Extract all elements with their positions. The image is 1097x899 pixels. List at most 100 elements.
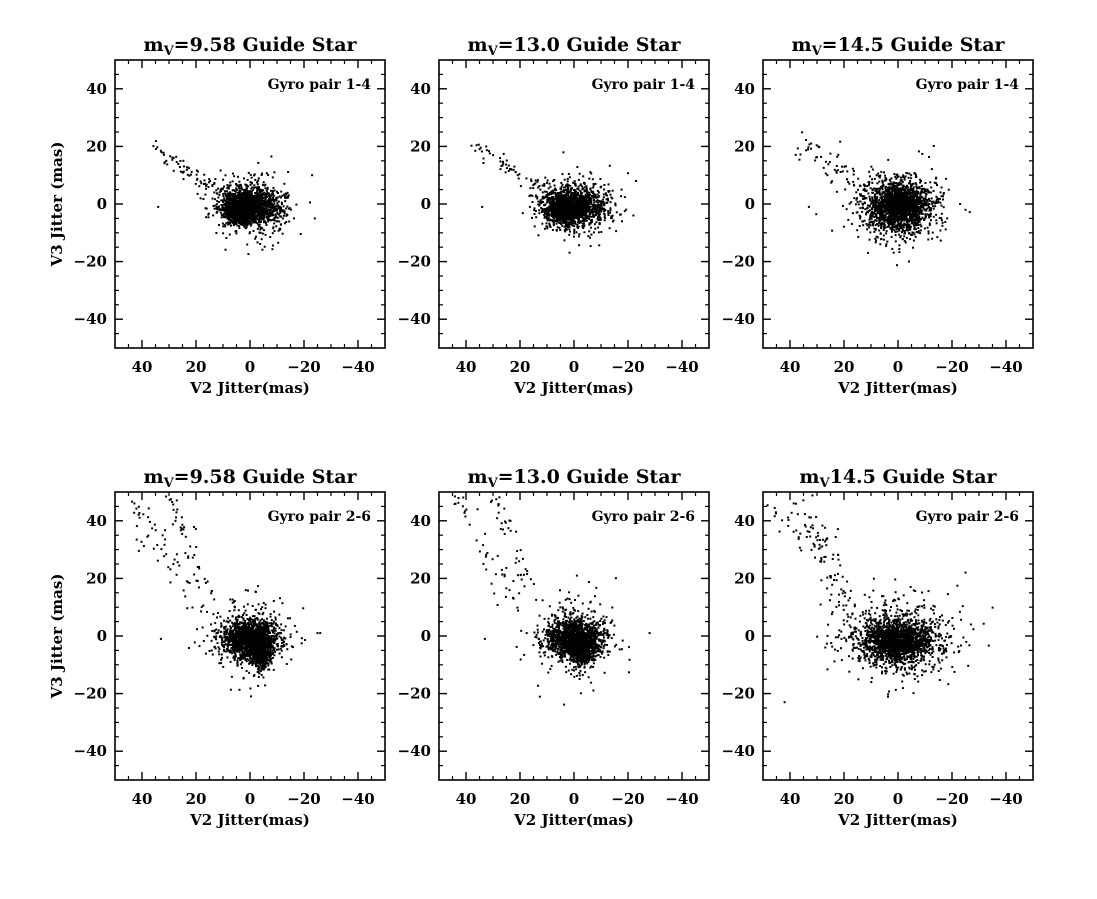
data-point <box>227 202 230 205</box>
data-point <box>250 222 252 225</box>
data-point <box>264 187 267 190</box>
data-point <box>585 187 588 190</box>
data-point <box>594 182 597 185</box>
data-point <box>240 211 243 214</box>
data-point <box>269 214 272 217</box>
data-point <box>912 239 915 242</box>
data-point <box>603 219 606 222</box>
data-point <box>481 205 484 208</box>
data-point <box>560 181 563 184</box>
data-point <box>232 221 234 224</box>
data-point <box>577 199 580 202</box>
data-point <box>550 209 553 212</box>
data-point <box>568 233 571 236</box>
data-point <box>243 189 246 192</box>
data-point <box>478 148 481 151</box>
data-point <box>271 232 274 235</box>
data-point <box>261 213 263 216</box>
data-point <box>252 208 255 211</box>
data-point <box>561 203 564 206</box>
data-point <box>593 223 596 226</box>
data-point <box>227 199 230 202</box>
data-point <box>599 217 602 219</box>
data-point <box>238 214 241 217</box>
data-point <box>250 176 253 179</box>
data-point <box>569 208 572 211</box>
data-point <box>553 202 556 204</box>
data-point <box>284 200 287 203</box>
data-point <box>599 210 602 213</box>
data-point <box>935 219 938 222</box>
data-point <box>598 209 601 212</box>
data-point <box>581 192 584 195</box>
data-point <box>272 227 275 230</box>
data-point <box>231 215 233 218</box>
data-point <box>894 184 896 187</box>
data-point <box>259 226 262 229</box>
data-point <box>543 183 546 185</box>
data-point <box>588 230 591 233</box>
data-point <box>221 213 224 216</box>
data-point <box>231 210 234 213</box>
data-point <box>278 205 281 208</box>
data-point <box>243 177 245 180</box>
data-point <box>592 186 595 189</box>
x-axis-label: V2 Jitter(mas) <box>513 379 634 397</box>
data-point <box>222 195 225 198</box>
data-point <box>258 195 261 198</box>
data-point <box>578 205 581 208</box>
data-point <box>590 233 593 236</box>
data-point <box>589 187 592 190</box>
data-point <box>208 181 210 184</box>
data-point <box>152 145 155 148</box>
data-point <box>254 192 257 194</box>
data-point <box>259 214 261 217</box>
data-point <box>600 205 603 208</box>
data-point <box>241 224 244 226</box>
title-subscript: V <box>811 44 823 59</box>
data-point <box>156 146 159 149</box>
data-point <box>235 213 238 216</box>
data-point <box>226 194 228 197</box>
data-point <box>232 202 235 205</box>
data-point <box>548 209 551 212</box>
data-point <box>587 203 590 206</box>
data-point <box>265 224 268 226</box>
data-point <box>254 206 257 209</box>
data-point <box>266 218 269 221</box>
data-point <box>552 224 555 227</box>
data-point <box>229 199 232 202</box>
title-suffix: =9.58 Guide Star <box>174 34 358 56</box>
data-point <box>577 225 580 228</box>
data-point <box>580 209 583 212</box>
data-point <box>552 223 555 225</box>
data-point <box>546 206 549 209</box>
data-point <box>254 178 257 181</box>
data-point <box>250 187 253 190</box>
data-point <box>248 222 251 225</box>
data-point <box>927 203 930 206</box>
data-point <box>256 183 259 186</box>
data-point <box>243 213 246 216</box>
data-point <box>866 224 869 227</box>
data-point <box>255 216 257 219</box>
data-point <box>225 206 227 209</box>
data-point <box>243 198 246 201</box>
data-point <box>277 207 280 210</box>
data-point <box>572 221 575 224</box>
data-point <box>601 201 604 204</box>
data-point <box>570 204 573 207</box>
data-point <box>241 222 244 225</box>
x-tick-label: 0 <box>893 358 903 376</box>
data-point <box>597 226 600 229</box>
data-point <box>218 194 221 196</box>
data-point <box>251 217 254 220</box>
data-point <box>551 207 554 210</box>
data-point <box>246 224 249 226</box>
data-point <box>573 230 576 233</box>
data-point <box>239 223 242 226</box>
data-point <box>574 206 576 209</box>
data-point <box>606 194 608 197</box>
data-point <box>561 190 564 193</box>
data-point <box>553 198 556 201</box>
